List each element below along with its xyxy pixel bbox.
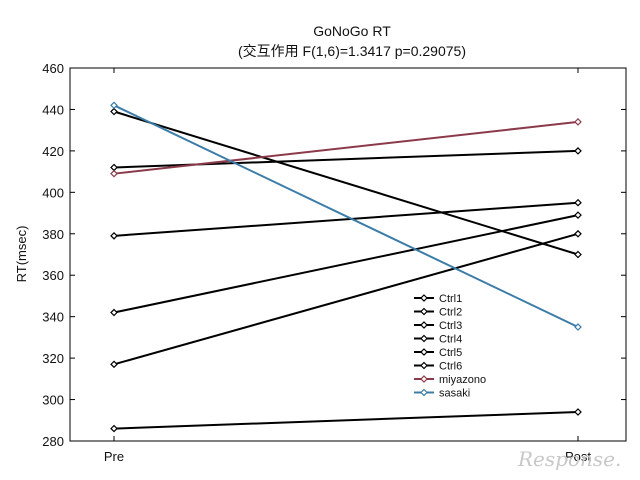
series-line-sasaki	[113, 104, 579, 328]
data-point-ctrl5-post	[574, 229, 582, 238]
y-tick-label: 340	[42, 310, 64, 325]
data-point-sasaki-post	[574, 323, 582, 331]
legend-item-ctrl6: Ctrl6	[414, 361, 462, 373]
data-point-ctrl4-post	[574, 211, 582, 219]
series-line-ctrl3	[113, 201, 579, 237]
y-tick-label: 320	[42, 351, 64, 366]
legend-label: Ctrl5	[439, 347, 462, 359]
legend-label: Ctrl6	[439, 361, 462, 373]
legend-item-ctrl3: Ctrl3	[414, 320, 462, 332]
legend-marker	[420, 334, 428, 343]
series-miyazono	[110, 118, 582, 178]
y-tick-label: 420	[42, 144, 64, 159]
y-axis-label: RT(msec)	[14, 226, 29, 283]
data-point-ctrl2-pre	[110, 107, 118, 116]
legend-label: sasaki	[439, 388, 470, 400]
y-tick-label: 360	[42, 268, 64, 283]
series-line-ctrl6	[113, 410, 579, 430]
watermark-logo: Response.	[517, 447, 621, 471]
legend-item-ctrl5: Ctrl5	[414, 347, 462, 359]
y-tick-label: 380	[42, 227, 64, 242]
legend-marker	[420, 348, 428, 356]
y-tick-label: 440	[42, 102, 64, 117]
x-axis: Pre Post	[104, 68, 591, 464]
data-point-ctrl6-post	[574, 408, 582, 416]
y-tick-label: 300	[42, 393, 64, 408]
series-line-ctrl5	[113, 232, 579, 366]
legend-marker	[420, 375, 428, 383]
y-tick-label: 280	[42, 434, 64, 449]
y-axis: 280 300 320 340 360 380 400 420 440 460	[42, 61, 626, 449]
series-line-miyazono	[113, 120, 579, 175]
series-line-ctrl4	[113, 214, 579, 314]
data-point-ctrl2-post	[574, 250, 582, 259]
plot-area	[69, 67, 627, 442]
series-ctrl4	[110, 211, 582, 317]
series-line-ctrl2	[113, 110, 579, 256]
series-layer	[110, 101, 582, 433]
legend-marker	[420, 321, 428, 329]
x-tick-label: Pre	[104, 449, 124, 464]
data-point-ctrl4-pre	[110, 308, 118, 317]
y-tick-label: 460	[42, 61, 64, 76]
legend-marker	[420, 361, 428, 370]
y-tick-label: 400	[42, 185, 64, 200]
legend-marker	[420, 388, 428, 397]
data-point-ctrl1-pre	[110, 163, 118, 172]
series-ctrl3	[110, 198, 582, 240]
data-point-miyazono-post	[574, 118, 582, 126]
legend-item-ctrl1: Ctrl1	[414, 293, 462, 305]
data-point-ctrl3-post	[574, 198, 582, 207]
data-point-ctrl5-pre	[110, 360, 118, 369]
legend-label: miyazono	[439, 374, 486, 386]
series-ctrl5	[110, 229, 582, 369]
legend-marker	[420, 307, 428, 316]
legend-label: Ctrl4	[439, 334, 462, 346]
series-sasaki	[110, 101, 582, 331]
x-tick-label: Post	[565, 449, 591, 464]
legend-label: Ctrl1	[439, 293, 462, 305]
legend-item-sasaki: sasaki	[414, 388, 470, 400]
legend-marker	[420, 294, 428, 302]
legend-item-miyazono: miyazono	[414, 374, 486, 386]
series-ctrl6	[110, 408, 582, 433]
chart-title: GoNoGo RT	[313, 23, 391, 39]
data-point-ctrl1-post	[574, 147, 582, 155]
series-ctrl2	[110, 107, 582, 259]
data-point-sasaki-pre	[110, 101, 118, 110]
data-point-miyazono-pre	[110, 169, 118, 178]
legend-item-ctrl4: Ctrl4	[414, 334, 462, 346]
data-point-ctrl3-pre	[110, 232, 118, 240]
legend-label: Ctrl3	[439, 320, 462, 332]
legend-label: Ctrl2	[439, 307, 462, 319]
data-point-ctrl6-pre	[110, 424, 118, 433]
legend-item-ctrl2: Ctrl2	[414, 307, 462, 319]
chart-subtitle: (交互作用 F(1,6)=1.3417 p=0.29075)	[238, 43, 466, 59]
